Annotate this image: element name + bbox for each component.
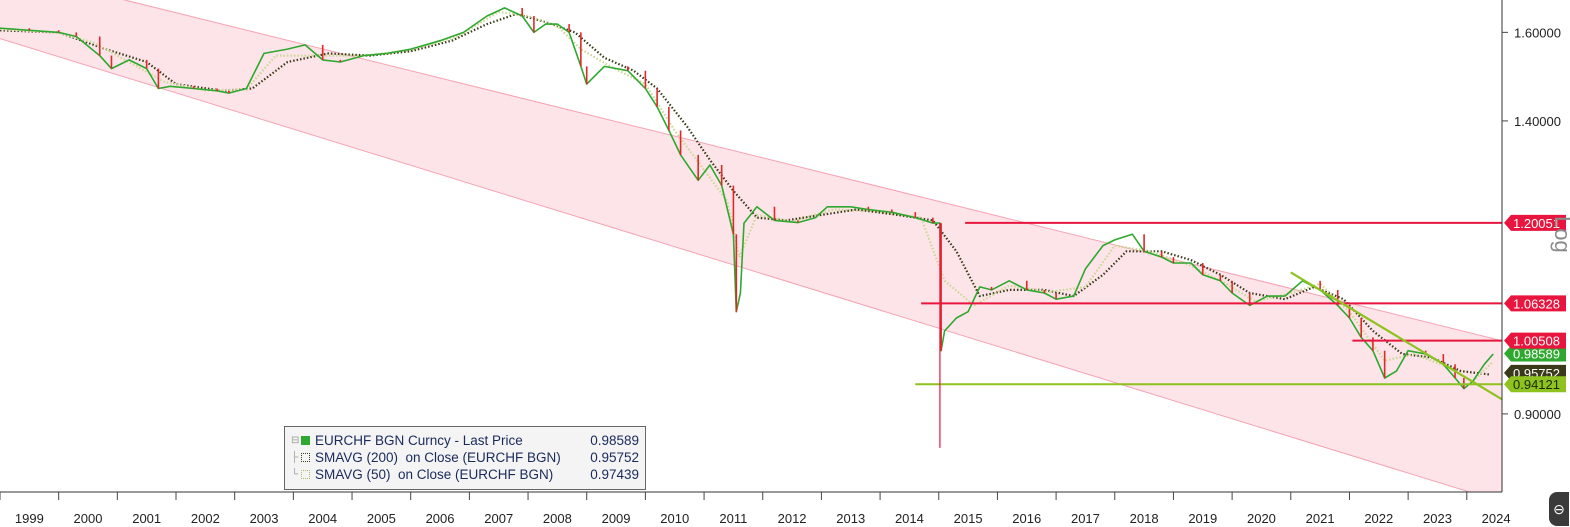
series-line-eurchf-bgn-curncy-last-price [0,7,1494,390]
x-tick-label: 2024 [1482,511,1511,526]
legend-value: 0.97439 [590,467,639,482]
channel-lower-line [0,38,1472,492]
y-tick-label: 0.90000 [1514,407,1561,422]
series-line-smavg-200-on-close-eurchf-bgn [0,12,1491,376]
x-tick-label: 2007 [484,511,513,526]
x-tick-label: 2012 [778,511,807,526]
series-layer [0,7,1494,390]
x-tick-label: 2004 [308,511,337,526]
x-tick-label: 2002 [191,511,220,526]
channel-fill [0,0,1502,492]
legend-swatch-smavg-50 [301,470,310,479]
x-tick-label: 2003 [250,511,279,526]
y-tick-label: 1.60000 [1514,25,1561,40]
x-tick-label: 2011 [719,511,747,526]
value-tag-1.20051 [1504,214,1566,231]
x-axis-ticks: 1999 2000 2001 2002 2003 2004 2005 2006 2007 2008… [0,492,1511,526]
tree-branch-icon: ├ [291,452,299,463]
legend-row-last-price: ⊟ EURCHF BGN Curncy - Last Price 0.98589 [291,432,641,449]
x-tick-label: 2005 [367,511,396,526]
x-tick-label: 2008 [543,511,572,526]
x-tick-label: 2017 [1071,511,1100,526]
x-tick-label: 2001 [132,511,161,526]
y-tick-label: 1.40000 [1514,114,1561,129]
legend-label: EURCHF BGN Curncy - Last Price [315,433,523,448]
x-tick-label: 2014 [895,511,924,526]
legend-value: 0.95752 [590,450,639,465]
legend-label: SMAVG (200) on Close (EURCHF BGN) [315,450,561,465]
value-tag-label: 1.20051 [1513,216,1560,231]
x-tick-label: 2020 [1247,511,1276,526]
x-tick-label: 2023 [1423,511,1452,526]
right-value-tags: 0.985890.957521.200511.063281.005080.941… [1504,214,1566,393]
legend-row-smavg-50: └ SMAVG (50) on Close (EURCHF BGN) 0.974… [291,466,641,483]
value-tag-label: 0.98589 [1513,346,1560,361]
x-tick-label: 2018 [1130,511,1159,526]
value-tag-label: 1.06328 [1513,296,1560,311]
x-tick-label: 2000 [74,511,103,526]
legend-value: 0.98589 [590,433,639,448]
annotation-layer [915,221,1503,448]
legend-swatch-smavg-200 [301,453,310,462]
x-tick-label: 2015 [954,511,983,526]
x-tick-label: 1999 [15,511,44,526]
x-tick-label: 2022 [1364,511,1393,526]
x-tick-label: 2009 [602,511,631,526]
value-tag-1.06328 [1504,295,1566,312]
legend-swatch-last-price [301,436,310,445]
legend: ⊟ EURCHF BGN Curncy - Last Price 0.98589… [284,426,646,490]
log-scale-label: Log [1550,216,1570,253]
legend-row-smavg-200: ├ SMAVG (200) on Close (EURCHF BGN) 0.95… [291,449,641,466]
x-tick-label: 2021 [1306,511,1335,526]
trend-line [1290,271,1503,401]
x-tick-label: 2013 [836,511,865,526]
channel-upper-line [122,0,1502,342]
y-axis-ticks: 1.60000 1.40000 0.90000 [1502,25,1561,422]
value-tag-label: 1.00508 [1513,334,1560,349]
settings-toggle-icon[interactable]: ⊖ [1549,492,1569,526]
x-tick-label: 2006 [426,511,455,526]
value-tag-0.98589 [1504,345,1566,362]
series-line-smavg-50-on-close-eurchf-bgn [0,10,1494,383]
x-tick-label: 2019 [1188,511,1217,526]
x-tick-label: 2016 [1012,511,1041,526]
legend-label: SMAVG (50) on Close (EURCHF BGN) [315,467,554,482]
tree-branch-icon: └ [291,469,299,480]
value-tag-0.94121 [1504,376,1566,393]
value-tag-label: 0.94121 [1513,377,1560,392]
tree-expander-icon[interactable]: ⊟ [291,435,300,446]
x-tick-label: 2010 [660,511,689,526]
value-tag-1.00508 [1504,332,1566,349]
